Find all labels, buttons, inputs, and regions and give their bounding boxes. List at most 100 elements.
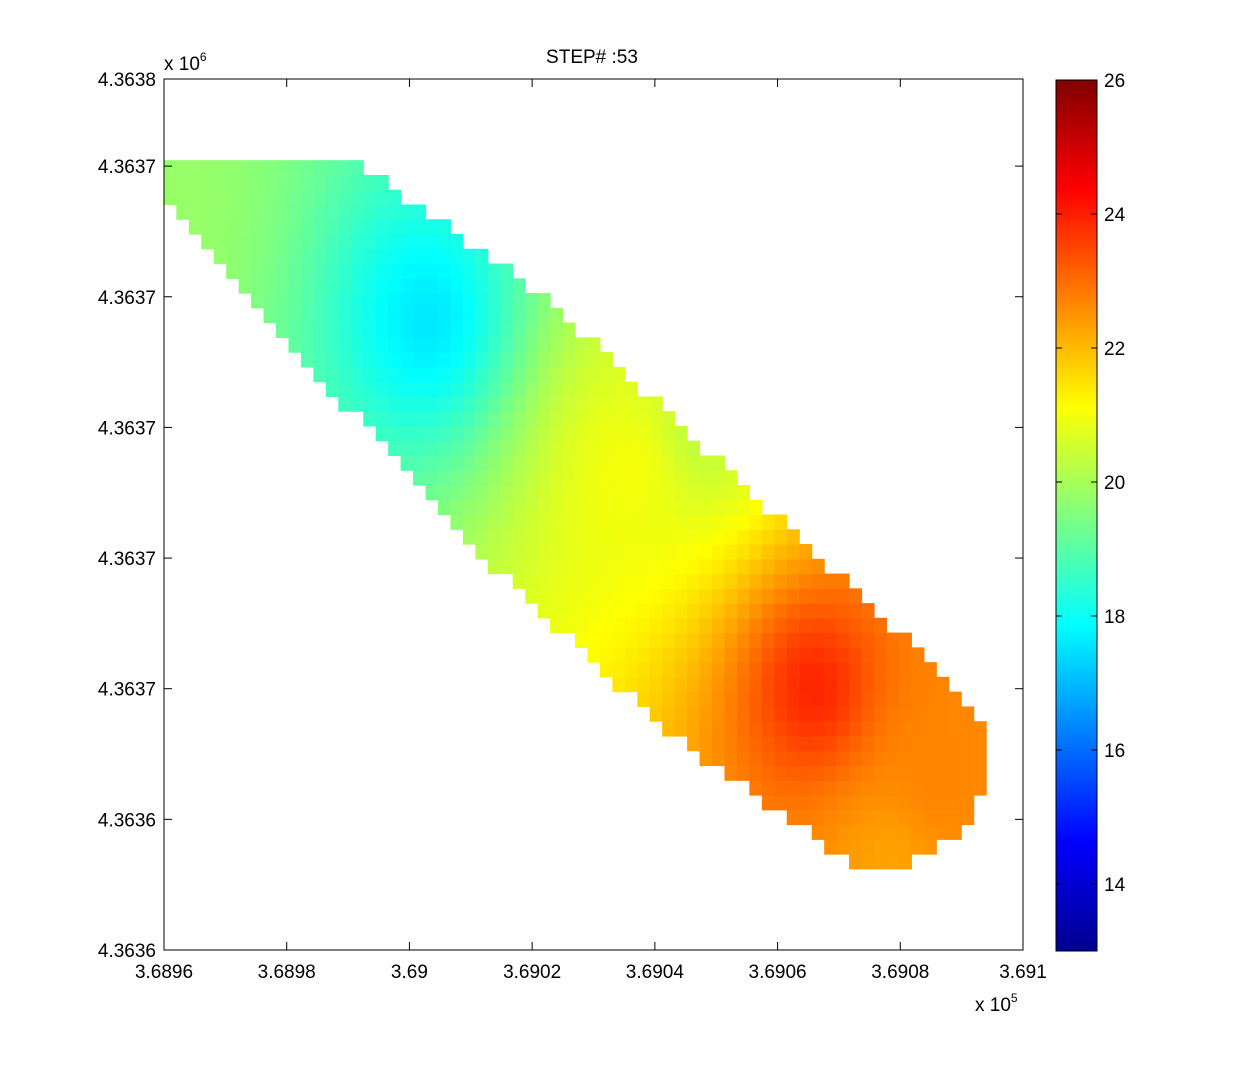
heatmap-cell [973,780,987,796]
heatmap-cell [350,337,364,353]
heatmap-cell [525,396,539,412]
heatmap-cell [612,514,626,530]
heatmap-cell [799,558,813,575]
heatmap-cell [624,558,638,575]
heatmap-cell [587,337,601,353]
heatmap-cell [226,174,240,191]
heatmap-cell [575,381,589,397]
heatmap-cell [437,484,452,501]
heatmap-cell [562,352,576,368]
heatmap-cell [500,411,514,427]
heatmap-cell [624,514,638,530]
heatmap-cell [363,189,377,206]
heatmap-cell [238,248,252,265]
heatmap-cell [550,514,564,530]
heatmap-cell [425,352,439,368]
heatmap-cell [687,691,701,708]
heatmap-cell [736,765,751,781]
heatmap-cell [388,322,402,338]
heatmap-cell [712,573,726,589]
heatmap-cell [512,307,526,324]
colorbar-tick-label: 14 [1104,875,1126,896]
heatmap-cell [749,573,763,589]
heatmap-cell [637,470,651,486]
heatmap-cell [525,352,539,368]
heatmap-cell [712,558,726,575]
heatmap-cell [475,484,489,501]
heatmap-cell [587,573,601,589]
heatmap-cell [400,278,414,294]
heatmap-cell [512,514,526,530]
heatmap-cell [288,189,302,206]
heatmap-cell [450,352,464,368]
heatmap-cell [849,824,863,840]
heatmap-cell [388,204,402,220]
heatmap-cell [363,352,377,368]
heatmap-cell [811,632,825,648]
heatmap-cell [188,204,202,220]
heatmap-cell [599,514,613,530]
heatmap-cell [575,352,589,368]
heatmap-cell [413,234,427,250]
heatmap-cell [973,765,987,781]
heatmap-cell [276,263,290,279]
heatmap-cell [811,780,825,796]
heatmap-cell [761,750,775,767]
heatmap-cell [288,174,302,191]
heatmap-cell [799,588,813,604]
heatmap-cell [736,603,751,619]
heatmap-cell [475,381,489,397]
heatmap-cell [674,721,688,737]
heatmap-cell [300,337,314,353]
heatmap-cell [325,204,339,220]
heatmap-cell [637,573,651,589]
heatmap-cell [649,632,663,648]
heatmap-cell [363,396,377,412]
heatmap-cell [276,204,290,220]
heatmap-cell [500,293,514,309]
heatmap-cell [400,234,414,250]
heatmap-cell [898,647,912,663]
heatmap-cell [898,794,912,811]
heatmap-cell [201,160,215,176]
heatmap-cell [462,425,476,442]
heatmap-cell [948,809,962,826]
heatmap-cell [313,293,327,309]
heatmap-cell [437,293,452,309]
heatmap-cell [450,499,464,516]
heatmap-cell [674,440,688,457]
heatmap-cell [861,647,875,663]
y-tick-label: 4.3637 [98,157,156,178]
heatmap-cell [948,824,962,840]
heatmap-cell [786,691,800,708]
colorbar-tick-label: 22 [1104,339,1125,360]
heatmap-cell [873,750,888,767]
heatmap-cell [961,750,975,767]
heatmap-cell [525,381,539,397]
heatmap-cell [400,219,414,235]
heatmap-cell [861,721,875,737]
heatmap-cell [724,662,738,678]
heatmap-cell [674,573,688,589]
heatmap-cell [724,721,738,737]
heatmap-cell [338,366,352,383]
heatmap-cell [749,735,763,752]
heatmap-cell [836,662,850,678]
heatmap-cell [188,174,202,191]
heatmap-cell [849,691,863,708]
heatmap-cell [525,544,539,560]
heatmap-cell [363,204,377,220]
heatmap-cell [649,529,663,545]
heatmap-cell [624,603,638,619]
heatmap-cell [637,647,651,663]
heatmap-cell [948,780,962,796]
heatmap-cell [836,794,850,811]
heatmap-cell [375,366,389,383]
heatmap-cell [687,455,701,471]
heatmap-cell [562,499,576,516]
heatmap-cell [562,573,576,589]
heatmap-cell [786,588,800,604]
heatmap-cell [687,544,701,560]
heatmap-cell [662,558,676,575]
heatmap-cell [687,706,701,722]
